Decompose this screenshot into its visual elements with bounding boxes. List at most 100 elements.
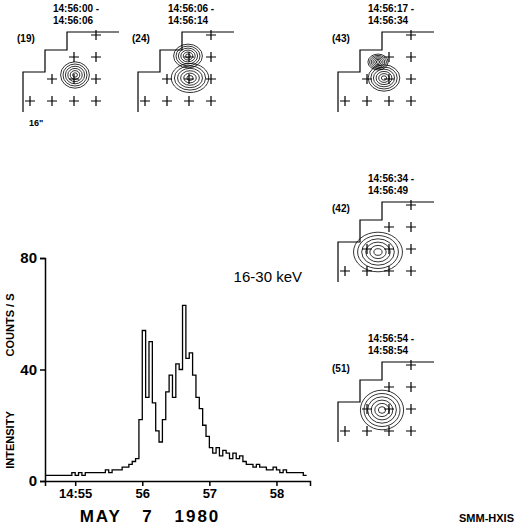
contour [379, 74, 390, 83]
grid-cross [406, 244, 416, 254]
grid-cross [206, 52, 216, 62]
grid-cross [362, 426, 372, 436]
time-label: 14:56:17 - [368, 3, 414, 14]
x-axis: 14:55565758 [46, 481, 311, 501]
grid-cross [162, 74, 172, 84]
y-tick-mark [40, 258, 45, 260]
y-tick-label: 40 [20, 361, 37, 378]
grid-cross [406, 382, 416, 392]
contour [178, 48, 197, 64]
contour [354, 232, 403, 272]
grid-cross [406, 266, 416, 276]
contour [360, 390, 403, 430]
time-label: 14:56:06 - [168, 3, 214, 14]
contour [371, 57, 384, 68]
time-label: 14:56:00 - [53, 3, 99, 14]
field-outline [23, 32, 119, 112]
contour [68, 68, 82, 81]
grid-cross [340, 96, 350, 106]
grid-cross [91, 52, 101, 62]
grid-cross [384, 222, 394, 232]
plot-area [45, 305, 307, 475]
grid-cross [406, 404, 416, 414]
grid-cross [91, 96, 101, 106]
contour [174, 66, 205, 90]
contour [378, 407, 385, 414]
contour [176, 46, 200, 66]
contour [63, 64, 87, 86]
y-tick: 0 [29, 472, 45, 489]
time-label: 14:56:34 [368, 15, 408, 26]
grid-cross [91, 74, 101, 84]
chart-title: 16-30 keV [234, 268, 302, 285]
contour [375, 403, 389, 416]
y-axis-title: COUNTS / S [4, 294, 16, 357]
contour [373, 69, 394, 87]
grid-cross [384, 96, 394, 106]
grid-cross [406, 96, 416, 106]
contour [187, 76, 193, 81]
contour [70, 71, 80, 80]
contour [73, 73, 78, 77]
x-axis-title: MAY 7 1980 [80, 507, 221, 526]
figure: 14:5556575804080COUNTS / SINTENSITY16-30… [0, 0, 522, 531]
contour [61, 62, 90, 88]
count-label: (24) [132, 33, 150, 44]
grid-cross [91, 30, 101, 40]
contour [364, 394, 400, 427]
grid-cross [406, 426, 416, 436]
y-tick-label: 0 [29, 472, 37, 489]
contour [368, 54, 388, 70]
y-tick: 80 [20, 249, 45, 266]
grid-cross [206, 30, 216, 40]
contour [370, 245, 386, 258]
y-axis-title: INTENSITY [4, 411, 16, 469]
count-label: (51) [332, 363, 350, 374]
contour [184, 73, 196, 83]
time-label: 14:56:34 - [368, 173, 414, 184]
x-tick-label: 58 [270, 486, 284, 501]
time-label: 14:56:06 [53, 15, 93, 26]
grid-cross [69, 96, 79, 106]
contour [374, 249, 382, 256]
contour [362, 239, 395, 265]
image-panel: 14:56:54 -14:58:54(51) [332, 333, 434, 442]
contour [174, 44, 203, 68]
contour [186, 54, 191, 58]
x-tick: 58 [270, 481, 284, 501]
contour [381, 76, 386, 80]
x-tick-label: 56 [136, 486, 150, 501]
field-outline [338, 32, 434, 112]
y-axis: 0 40 80 [20, 249, 45, 489]
grid-cross [406, 360, 416, 370]
y-tick: 40 [20, 361, 45, 378]
grid-cross [25, 96, 35, 106]
grid-cross [406, 52, 416, 62]
count-label: (19) [17, 33, 35, 44]
grid-cross [406, 74, 416, 84]
grid-cross [406, 200, 416, 210]
y-tick-label: 80 [20, 249, 37, 266]
image-panel: 14:56:34 -14:56:49(42) [332, 173, 434, 282]
time-label: 14:56:14 [168, 15, 208, 26]
scale-label: 16" [29, 118, 43, 128]
contour [65, 66, 84, 84]
grid-cross [162, 96, 172, 106]
contour [370, 55, 387, 68]
time-label: 14:58:54 [368, 345, 408, 356]
contour [358, 236, 399, 269]
grid-cross [406, 30, 416, 40]
contour [178, 68, 203, 87]
x-tick-label: 57 [203, 486, 217, 501]
grid-cross [340, 266, 350, 276]
grid-cross [184, 96, 194, 106]
field-outline [338, 202, 434, 282]
count-label: (43) [332, 33, 350, 44]
time-label: 14:56:49 [368, 185, 408, 196]
grid-cross [340, 426, 350, 436]
image-panel: 14:56:00 -14:56:06 (19) 16" [17, 3, 119, 128]
y-axis-line [40, 259, 46, 482]
contour [181, 71, 200, 86]
contour [376, 61, 379, 64]
image-panel: 14:56:06 -14:56:14 (24) [132, 3, 234, 112]
